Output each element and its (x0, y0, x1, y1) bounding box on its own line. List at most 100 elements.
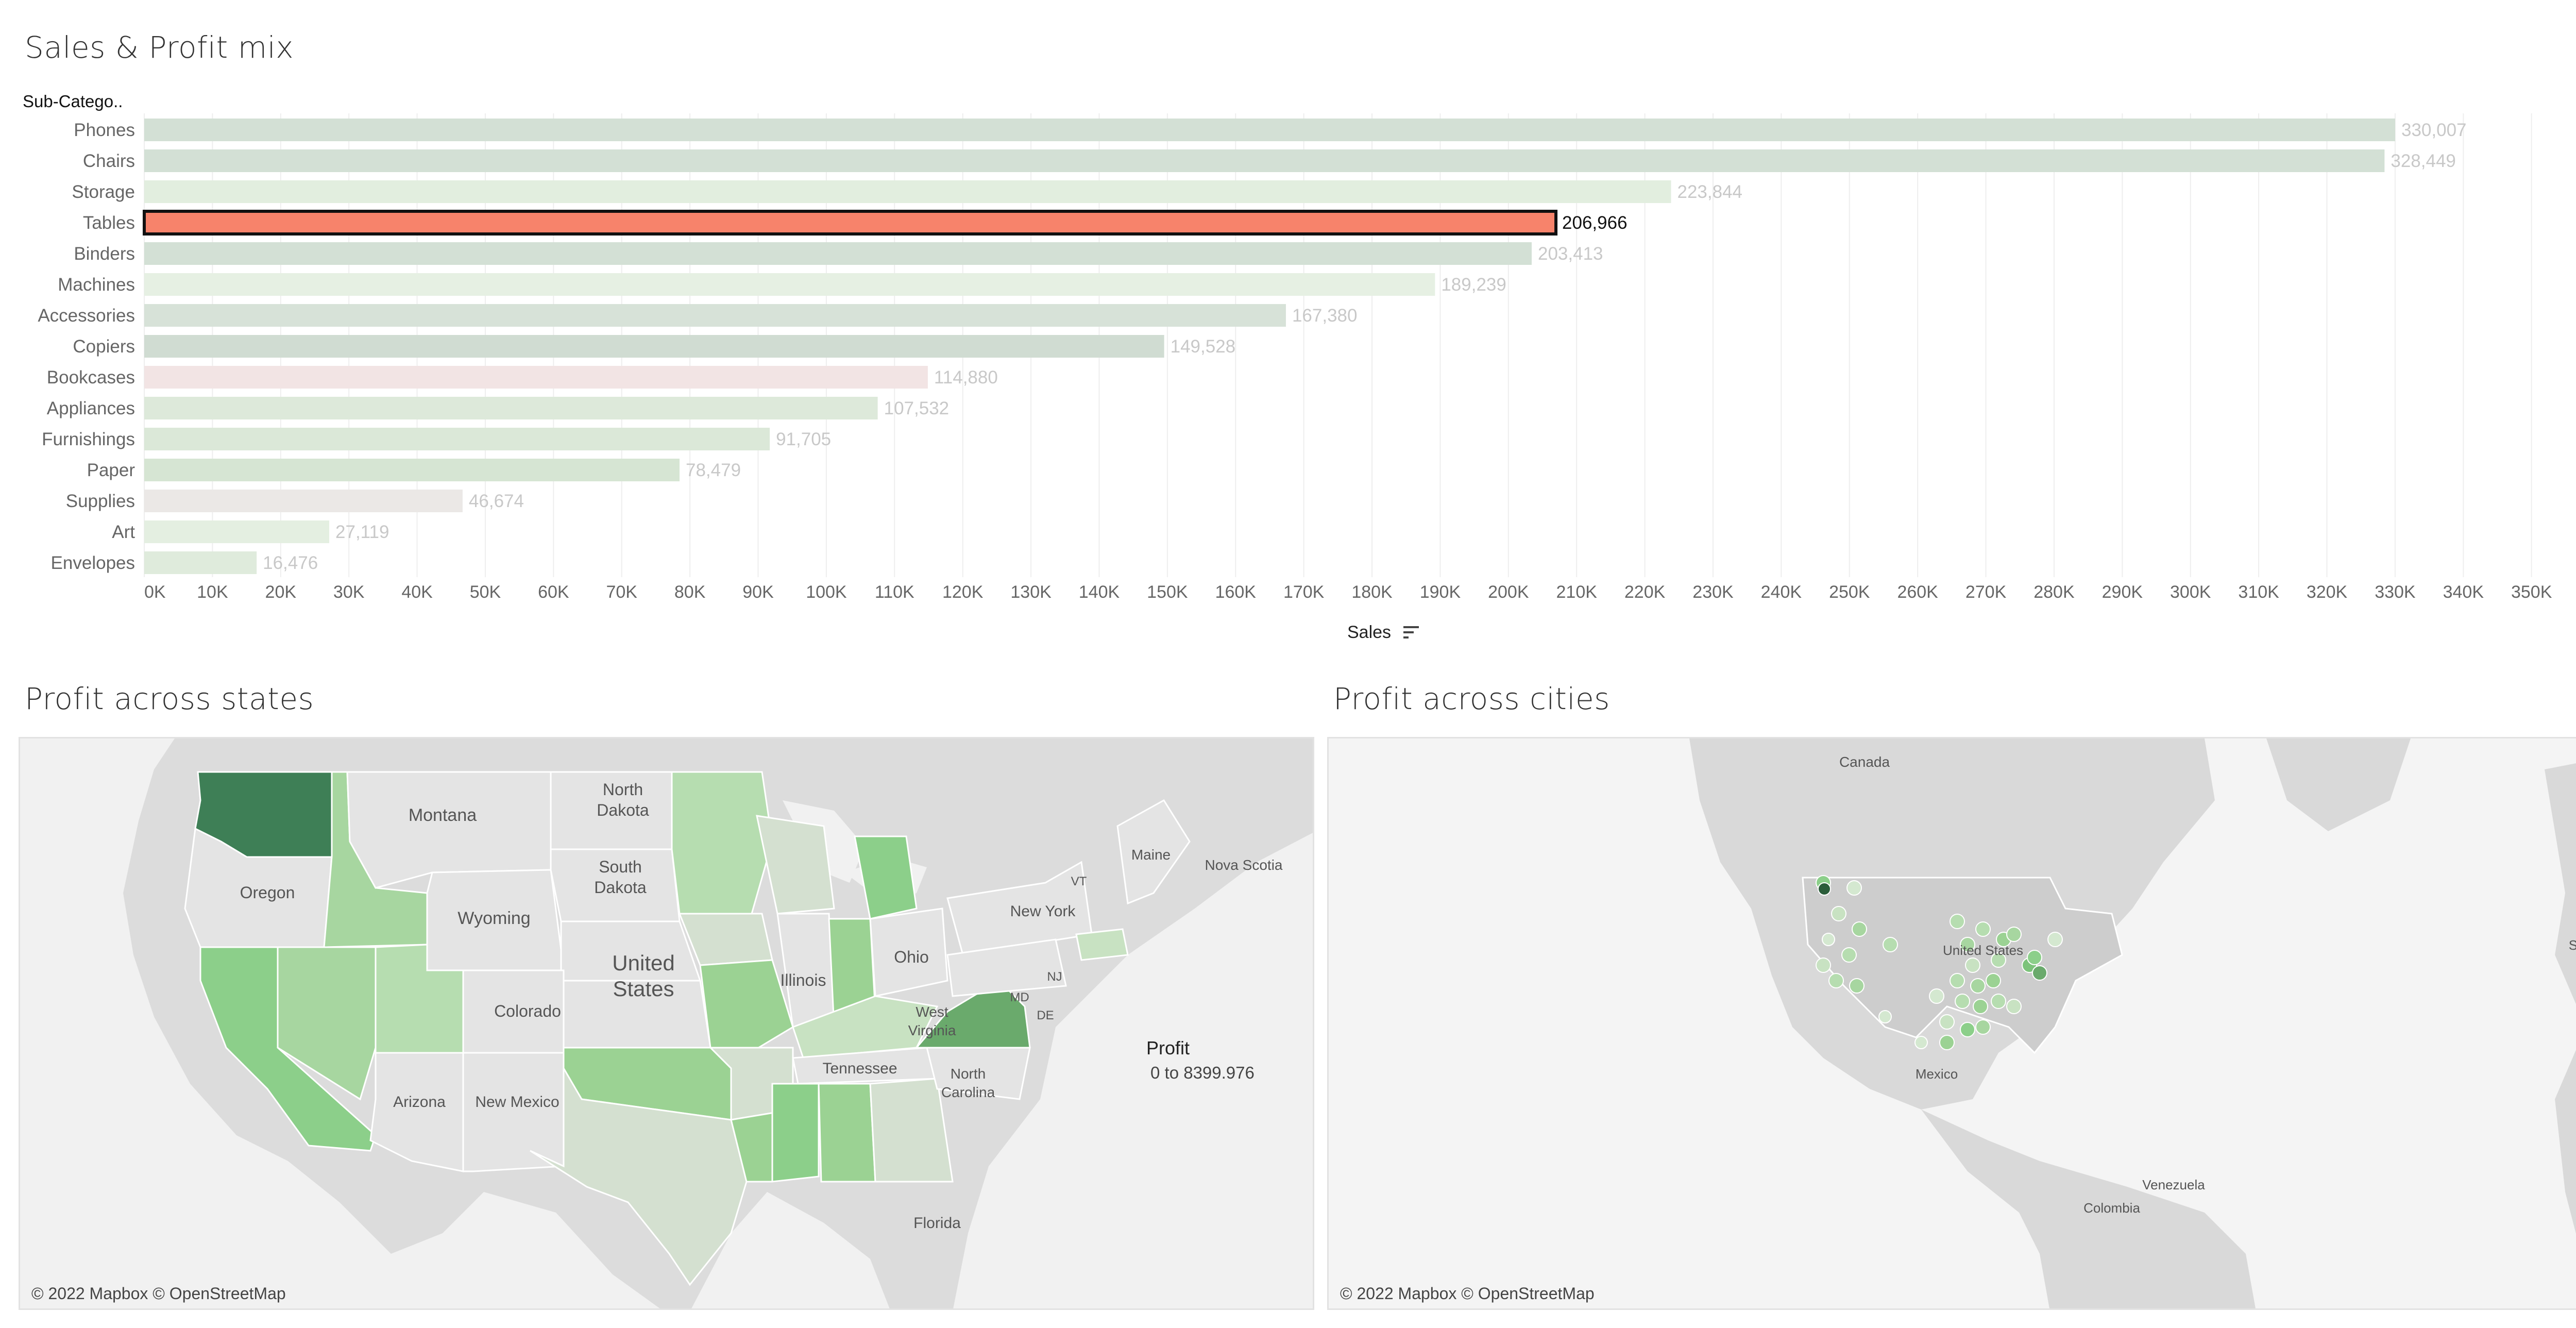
bar-envelopes[interactable] (144, 551, 257, 574)
cities-map-canvas[interactable]: Canada United States Mexico VenezuelaColomb… (1329, 738, 2576, 1310)
map-label-new-york: New York (1010, 903, 1076, 920)
x-tick-label: 310K (2238, 582, 2279, 602)
bar-value-label: 114,880 (934, 367, 998, 388)
category-label[interactable]: Art (112, 522, 135, 542)
map-label-spain: Spain (2569, 937, 2576, 953)
x-tick-label: 70K (606, 582, 637, 602)
x-tick-label: 270K (1965, 582, 2007, 602)
x-tick-label: 50K (470, 582, 501, 602)
states-map[interactable]: Montana North Dakota South Dakota Oregon Wyomi… (19, 737, 1314, 1310)
bar-machines[interactable] (144, 273, 1435, 296)
category-label[interactable]: Furnishings (42, 429, 135, 449)
map-label-md: MD (1010, 990, 1029, 1004)
state-mississippi (771, 1083, 820, 1183)
states-map-canvas[interactable]: Montana North Dakota South Dakota Oregon Wyomi… (20, 738, 1314, 1310)
category-label[interactable]: Envelopes (51, 553, 135, 573)
x-tick-label: 280K (2033, 582, 2075, 602)
category-label[interactable]: Phones (74, 120, 135, 140)
cities-map[interactable]: Canada United States Mexico Venezuela Colomb… (1327, 737, 2576, 1310)
bar-value-label: 149,528 (1171, 337, 1236, 357)
state-north-carolina (926, 1047, 1031, 1100)
map-attribution[interactable]: © 2022 Mapbox © OpenStreetMap (1340, 1284, 1595, 1303)
x-tick-label: 100K (806, 582, 847, 602)
map-attribution[interactable]: © 2022 Mapbox © OpenStreetMap (31, 1284, 286, 1303)
state-maine (1116, 799, 1191, 905)
x-axis-title[interactable]: Sales (1347, 623, 1392, 642)
state-massachusetts (1075, 928, 1129, 961)
x-tick-label: 170K (1283, 582, 1325, 602)
bar-storage[interactable] (144, 180, 1671, 203)
bar-value-label: 16,476 (263, 553, 318, 573)
category-label[interactable]: Bookcases (47, 367, 135, 388)
bar-copiers[interactable] (144, 335, 1164, 358)
state-minnesota (671, 771, 773, 915)
category-label[interactable]: Storage (72, 182, 135, 202)
category-label[interactable]: Copiers (73, 337, 135, 357)
bar-tables[interactable] (143, 210, 1558, 236)
city-dots (1816, 875, 2063, 1050)
bar-appliances[interactable] (144, 397, 878, 419)
sort-descending-icon[interactable] (1402, 625, 1421, 640)
bar-binders[interactable] (144, 242, 1532, 265)
bar-accessories[interactable] (144, 304, 1286, 327)
bar-value-label: 78,479 (686, 460, 741, 480)
map-label-de: DE (1037, 1008, 1054, 1022)
x-tick-label: 80K (674, 582, 706, 602)
x-tick-label: 260K (1897, 582, 1938, 602)
bar-chairs[interactable] (144, 149, 2385, 172)
x-tick-label: 10K (197, 582, 228, 602)
state-ohio (869, 907, 948, 997)
x-tick-label: 200K (1488, 582, 1529, 602)
bar-art[interactable] (144, 520, 330, 543)
x-tick-label: 250K (1829, 582, 1870, 602)
bar-bookcases[interactable] (144, 366, 928, 389)
map-label-oregon: Oregon (240, 883, 295, 902)
category-label[interactable]: Accessories (38, 306, 135, 326)
map-label-illinois: Illinois (781, 971, 826, 989)
category-label[interactable]: Tables (83, 213, 135, 233)
states-map-labels: Montana North Dakota South Dakota Oregon Wyomi… (240, 780, 1283, 1232)
map-label-west-virginia: West (916, 1004, 948, 1020)
bar-phones[interactable] (144, 119, 2395, 141)
cities-map-title: Profit across cities (1333, 681, 1610, 716)
state-texas (530, 1065, 748, 1286)
map-label-arizona: Arizona (393, 1094, 446, 1111)
x-tick-label: 320K (2307, 582, 2348, 602)
category-label[interactable]: Machines (58, 275, 135, 295)
x-tick-label: 300K (2170, 582, 2211, 602)
bar-value-label: 167,380 (1292, 306, 1358, 326)
x-tick-label: 290K (2102, 582, 2143, 602)
category-label[interactable]: Chairs (83, 151, 135, 171)
map-label-montana: Montana (409, 805, 477, 825)
map-label-north-dakota: Dakota (597, 801, 649, 819)
x-tick-label: 150K (1147, 582, 1188, 602)
map-label-canada: Canada (1839, 754, 1890, 770)
bar-value-label: 223,844 (1677, 182, 1742, 202)
category-label[interactable]: Supplies (66, 491, 135, 511)
state-new-mexico (462, 1052, 565, 1172)
bar-furnishings[interactable] (144, 428, 770, 450)
map-label-florida: Florida (913, 1215, 961, 1232)
map-label-vt: VT (1071, 875, 1087, 888)
bar-value-label: 189,239 (1441, 275, 1506, 295)
bar-value-label: 46,674 (469, 491, 524, 511)
bar-paper[interactable] (144, 459, 680, 481)
x-tick-label: 180K (1351, 582, 1393, 602)
europe-africa-land (2545, 763, 2576, 1234)
x-tick-label: 30K (333, 582, 365, 602)
map-label-maine: Maine (1131, 847, 1171, 863)
x-tick-label: 40K (401, 582, 433, 602)
sales-bar-chart[interactable]: 0K 10K 20K 30K 40K 50K 60K 70K 80K 90K 100K 110K 120… (0, 108, 2576, 624)
category-label[interactable]: Paper (87, 460, 135, 480)
category-label[interactable]: Appliances (47, 398, 135, 418)
bar-supplies[interactable] (144, 490, 463, 512)
state-wisconsin (756, 815, 835, 915)
x-tick-label: 140K (1079, 582, 1120, 602)
subcategory-axis-header[interactable]: Sub-Catego.. (23, 92, 123, 111)
bar-value-label: 203,413 (1538, 244, 1603, 264)
bar-value-label: 107,532 (884, 398, 950, 418)
bar-chart-title: Sales & Profit mix (25, 30, 294, 65)
x-tick-label: 60K (538, 582, 569, 602)
x-tick-label: 210K (1556, 582, 1598, 602)
category-label[interactable]: Binders (74, 244, 135, 264)
